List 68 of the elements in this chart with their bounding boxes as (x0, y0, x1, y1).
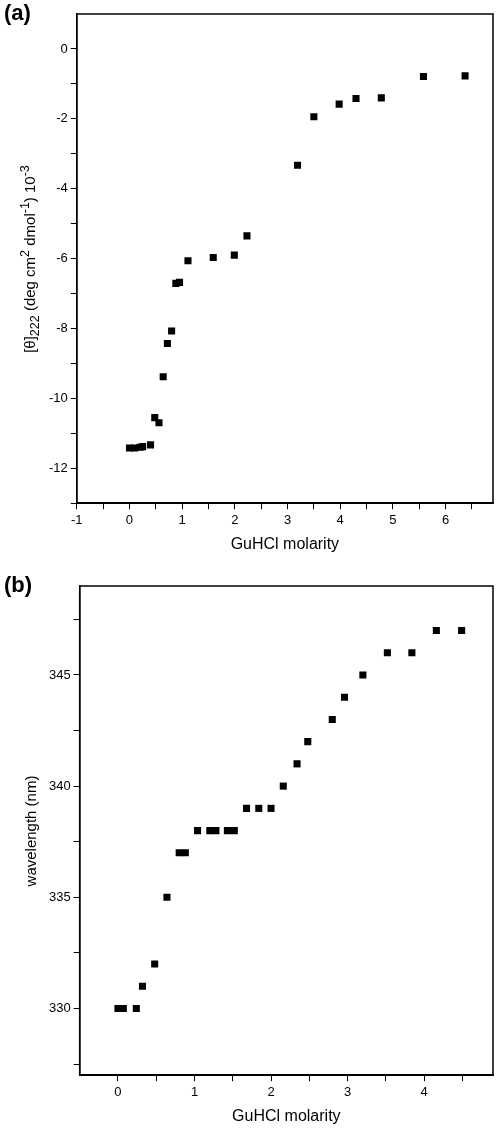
y-tick-label: 335 (48, 888, 71, 904)
y-tick-label: -10 (48, 389, 68, 405)
y-tick-label: -8 (56, 320, 68, 336)
point (184, 257, 192, 265)
point (377, 94, 385, 102)
x-tick-label: 2 (267, 1083, 275, 1099)
y-tick-label: 345 (48, 666, 71, 682)
y-tick-label: -6 (56, 250, 68, 266)
point (243, 804, 251, 812)
x-tick-label: 0 (125, 511, 134, 527)
point (181, 849, 189, 857)
point (132, 1004, 140, 1013)
point (209, 254, 217, 262)
point (408, 649, 416, 657)
point (279, 782, 287, 790)
point (328, 715, 336, 723)
point (194, 827, 202, 835)
point (138, 982, 146, 990)
x-axis-title: GuHCl molarity (230, 534, 340, 552)
point (304, 738, 312, 746)
x-tick-label: 6 (441, 511, 450, 527)
point (310, 113, 318, 121)
point (293, 760, 301, 768)
x-tick-label: 3 (343, 1083, 352, 1099)
x-tick-label: 3 (283, 511, 292, 527)
x-axis-title: GuHCl molarity (232, 1106, 341, 1124)
x-tick-label: 5 (389, 511, 397, 527)
x-tick-label: 1 (190, 1083, 199, 1099)
point (163, 339, 171, 348)
point (175, 278, 184, 286)
chart-title: (a) (4, 0, 31, 26)
y-tick-label: -2 (56, 110, 68, 126)
x-tick-label: 0 (114, 1083, 122, 1099)
point (383, 649, 391, 657)
point (230, 827, 238, 835)
chart-title: (b) (4, 572, 33, 598)
y-tick-label: 340 (48, 777, 71, 793)
point (267, 804, 275, 812)
x-tick-label: 1 (178, 511, 186, 527)
point (159, 373, 167, 381)
point (168, 327, 176, 335)
point (294, 161, 302, 169)
point (151, 960, 159, 968)
point (352, 95, 360, 103)
y-axis-title: wavelength (nm) (21, 775, 39, 887)
point (335, 100, 343, 108)
point (223, 827, 231, 835)
point (230, 251, 238, 259)
point (147, 441, 155, 449)
point (212, 827, 220, 835)
point (419, 73, 427, 81)
y-tick-label: 0 (60, 40, 68, 56)
point (155, 419, 163, 427)
point (461, 72, 469, 80)
point (432, 626, 440, 635)
point (359, 671, 367, 679)
y-tick-label: -12 (48, 459, 68, 475)
point (163, 893, 171, 901)
point (243, 232, 251, 240)
x-tick-label: 4 (336, 511, 344, 527)
y-tick-label: 330 (48, 1000, 71, 1016)
point (458, 626, 466, 635)
point (255, 804, 263, 812)
point (340, 693, 349, 701)
y-tick-label: -4 (56, 180, 68, 196)
x-tick-label: -1 (71, 511, 83, 527)
x-tick-label: 4 (420, 1083, 428, 1099)
x-tick-label: 2 (231, 511, 239, 527)
